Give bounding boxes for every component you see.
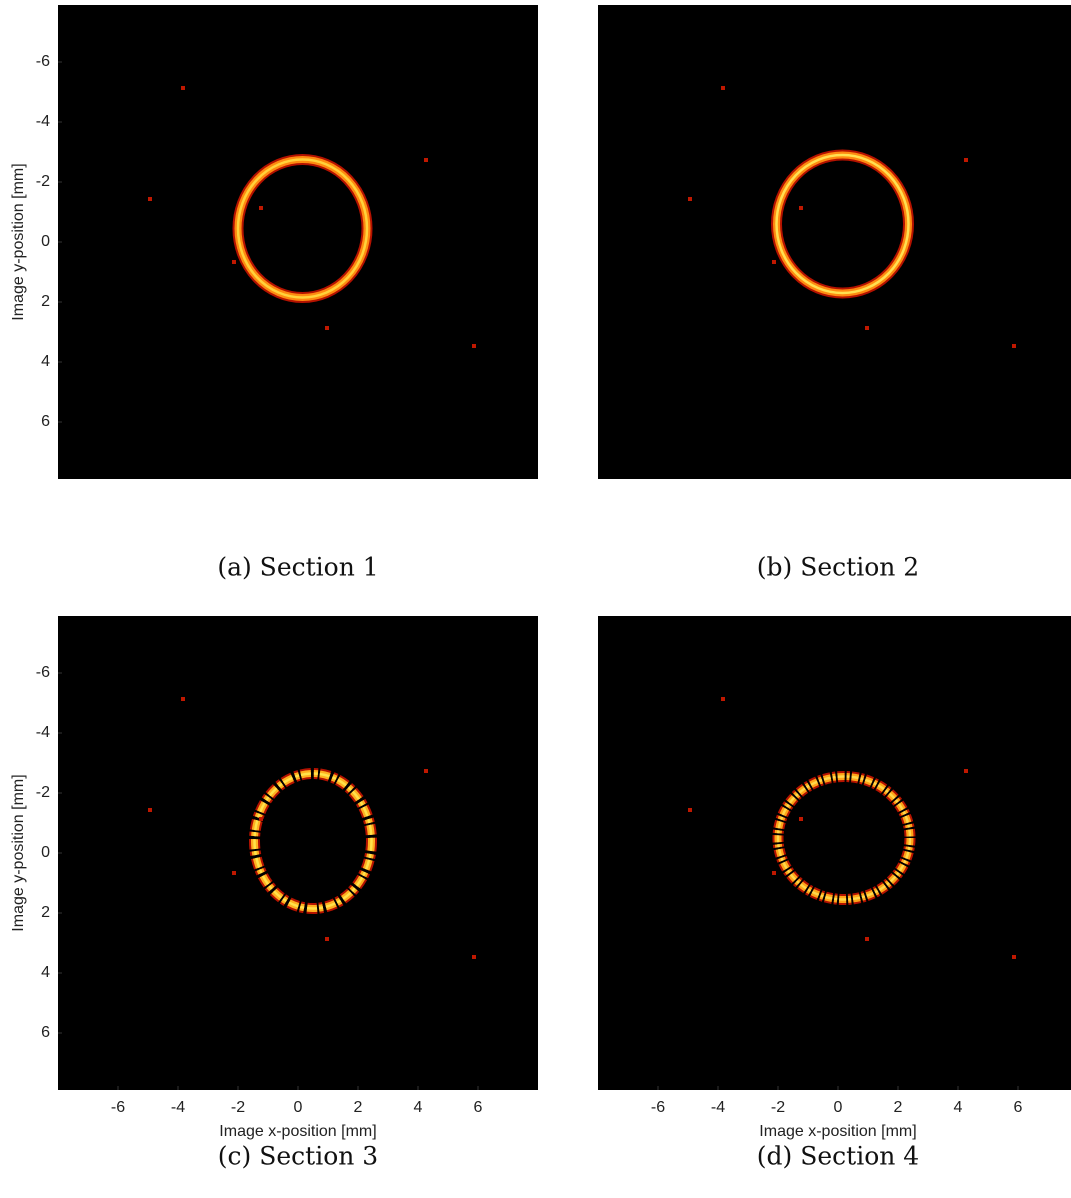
speckle [472,955,476,959]
speckle [325,326,329,330]
speckle [259,206,263,210]
caption: (d) Section 4 [757,1142,919,1171]
speckle [772,871,776,875]
speckle [799,206,803,210]
panel: -6 -4 -2 0 2 4 6 Image x-position [mm] (d) Secti… [598,616,1071,1171]
x-tick-label: 6 [474,1099,483,1116]
speckle [148,197,152,201]
ring-core [236,158,369,299]
speckle [1012,344,1016,348]
speckle [721,86,725,90]
speckle [964,158,968,162]
image-area [58,616,538,1090]
speckle [232,260,236,264]
speckle [865,326,869,330]
speckle [721,697,725,701]
speckle [148,808,152,812]
panel: -6 -4 -2 0 2 4 6 Image y-position [mm] (a) Secti… [10,5,538,582]
image-area [598,616,1071,1090]
speckle [688,808,692,812]
y-tick-label: 6 [41,1024,50,1041]
x-axis-label: Image x-position [mm] [759,1123,916,1140]
y-tick-label: -4 [36,113,50,130]
y-tick-label: -2 [36,784,50,801]
panel: (b) Section 2 [598,5,1071,582]
panel: -6 -4 -2 0 2 4 6 -6 -4 -2 0 2 4 6 Image y-position [mm… [10,616,538,1171]
x-tick-label: -6 [651,1099,665,1116]
y-tick-label: 4 [41,964,50,981]
y-tick-label: 0 [41,233,50,250]
y-tick-label: 2 [41,904,50,921]
image-area [58,5,538,479]
y-tick-label: -2 [36,173,50,190]
x-tick-label: 2 [894,1099,903,1116]
x-tick-label: -2 [231,1099,245,1116]
x-tick-label: -4 [171,1099,185,1116]
x-tick-label: 6 [1014,1099,1023,1116]
x-tick-label: -2 [771,1099,785,1116]
y-tick-label: 2 [41,293,50,310]
speckle [181,86,185,90]
caption: (a) Section 1 [217,553,378,582]
caption: (b) Section 2 [757,553,919,582]
x-tick-label: 0 [294,1099,303,1116]
speckle [1012,955,1016,959]
x-tick-label: 4 [954,1099,963,1116]
x-tick-label: 2 [354,1099,363,1116]
x-tick-label: 4 [414,1099,423,1116]
y-axis-label: Image y-position [mm] [10,163,27,320]
y-tick-label: 4 [41,353,50,370]
ring-core [776,775,912,901]
speckle [424,769,428,773]
speckle [424,158,428,162]
speckle [181,697,185,701]
ring-core [253,772,373,910]
speckle [325,937,329,941]
caption: (c) Section 3 [218,1142,378,1171]
speckle [964,769,968,773]
speckle [232,871,236,875]
x-tick-label: 0 [834,1099,843,1116]
x-tick-label: -6 [111,1099,125,1116]
y-tick-label: -6 [36,53,50,70]
y-tick-label: 0 [41,844,50,861]
x-axis-label: Image x-position [mm] [219,1123,376,1140]
y-axis-label: Image y-position [mm] [10,774,27,931]
speckle [799,817,803,821]
image-area [598,5,1071,479]
y-tick-label: 6 [41,413,50,430]
speckle [688,197,692,201]
speckle [472,344,476,348]
speckle [865,937,869,941]
ring-core [775,153,910,295]
speckle [772,260,776,264]
speckle [259,817,263,821]
y-tick-label: -6 [36,664,50,681]
y-tick-label: -4 [36,724,50,741]
x-tick-label: -4 [711,1099,725,1116]
